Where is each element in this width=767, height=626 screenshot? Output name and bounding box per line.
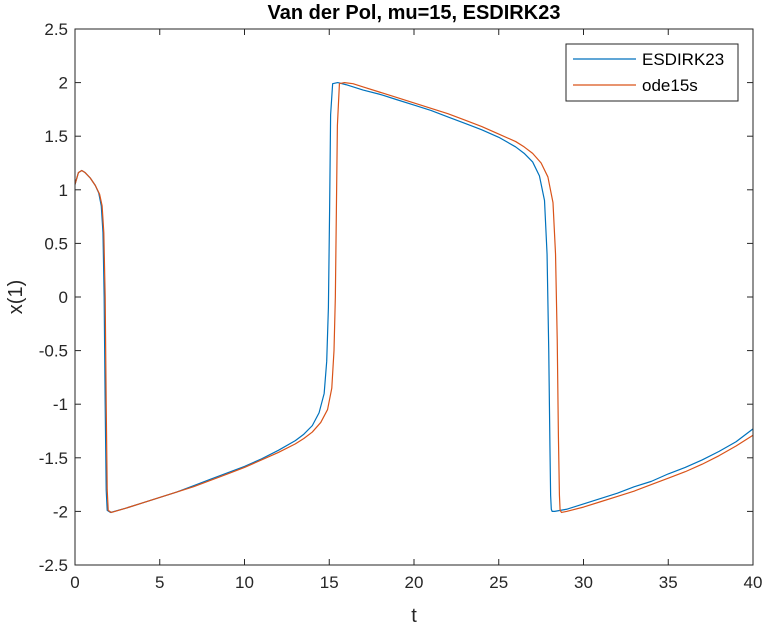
y-tick-label: 1.5	[44, 127, 68, 146]
x-tick-label: 25	[489, 573, 508, 592]
y-tick-label: -1	[53, 395, 68, 414]
y-tick-label: -1.5	[39, 449, 68, 468]
y-tick-label: -2.5	[39, 556, 68, 575]
legend-box	[565, 43, 739, 102]
y-axis: 2.5 2 1.5 1 0.5 0 -0.5 -1 -1.5 -2 -2.5	[39, 20, 753, 575]
x-axis: 0 5 10 15 20 25 30 35 40	[70, 29, 762, 592]
y-tick-label: 0.5	[44, 234, 68, 253]
x-tick-label: 15	[320, 573, 339, 592]
x-tick-label: 30	[574, 573, 593, 592]
series-layer	[74, 82, 754, 514]
x-axis-label: t	[411, 605, 417, 626]
y-tick-label: -2	[53, 502, 68, 521]
y-axis-label: x(1)	[5, 280, 27, 314]
series-line-esdirk23	[74, 82, 754, 514]
y-tick-label: -0.5	[39, 342, 68, 361]
x-tick-label: 0	[70, 573, 79, 592]
x-tick-label: 5	[155, 573, 164, 592]
series-line-ode15s	[74, 82, 754, 514]
y-tick-label: 1	[59, 181, 68, 200]
x-tick-label: 40	[744, 573, 763, 592]
y-tick-label: 2	[59, 74, 68, 93]
legend-label: ESDIRK23	[642, 50, 724, 69]
y-tick-label: 0	[59, 288, 68, 307]
x-tick-label: 35	[659, 573, 678, 592]
x-tick-label: 10	[235, 573, 254, 592]
legend: ESDIRK23 ode15s	[565, 43, 739, 102]
legend-label: ode15s	[642, 76, 698, 95]
y-tick-label: 2.5	[44, 20, 68, 39]
plot-area	[75, 29, 753, 565]
chart-title: Van der Pol, mu=15, ESDIRK23	[268, 2, 561, 24]
x-tick-label: 20	[405, 573, 424, 592]
